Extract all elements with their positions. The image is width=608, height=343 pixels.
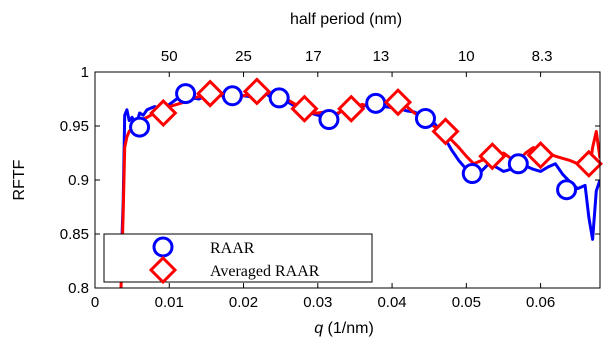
y-tick-label: 0.85	[60, 226, 89, 243]
x-tick-label: 0.02	[229, 294, 258, 311]
data-point-raar	[221, 85, 243, 107]
legend-label-averaged-raar: Averaged RAAR	[210, 263, 320, 280]
legend-label-raar: RAAR	[210, 240, 255, 257]
data-point-averaged-raar	[478, 142, 507, 171]
data-point-raar	[129, 116, 151, 138]
top-tick-label: 13	[373, 48, 390, 65]
data-point-raar	[175, 83, 197, 105]
data-point-averaged-raar	[242, 77, 272, 106]
data-point-averaged-raar	[574, 149, 603, 178]
legend-box	[103, 233, 373, 283]
legend: RAAR Averaged RAAR	[103, 233, 373, 285]
top-tick-label: 10	[458, 48, 475, 65]
y-axis: 0.8 0.85 0.9 0.95 1	[60, 64, 600, 297]
top-tick-label: 17	[305, 48, 322, 65]
x-tick-label: 0.06	[526, 294, 555, 311]
x-tick-label: 0.03	[303, 294, 332, 311]
data-point-averaged-raar	[383, 88, 413, 117]
x-axis-symbol: q	[314, 320, 323, 337]
x-tick-label: 0.01	[155, 294, 184, 311]
x-tick-label: 0	[91, 294, 99, 311]
x-axis-unit: (1/nm)	[323, 320, 374, 337]
x-tick-label: 0.04	[377, 294, 406, 311]
y-tick-label: 0.95	[60, 118, 89, 135]
data-point-raar	[268, 87, 290, 109]
x-tick-label: 0.05	[452, 294, 481, 311]
legend-marker-raar	[152, 236, 174, 258]
data-point-raar	[556, 179, 578, 201]
y-tick-label: 1	[81, 64, 89, 81]
data-point-averaged-raar	[431, 117, 460, 146]
data-point-averaged-raar	[195, 79, 225, 108]
data-point-raar	[414, 107, 436, 129]
top-tick-label: 50	[161, 48, 178, 65]
legend-marker-averaged-raar	[148, 255, 178, 285]
data-point-raar	[365, 92, 387, 114]
y-tick-label: 0.8	[68, 280, 89, 297]
top-tick-label: 8.3	[532, 48, 553, 65]
data-point-averaged-raar	[149, 98, 178, 128]
data-point-raar	[461, 163, 483, 185]
top-axis: 50 25 17 13 10 8.3	[161, 48, 553, 65]
y-axis-title: RFTF	[11, 159, 28, 200]
y-tick-label: 0.9	[68, 172, 89, 189]
data-point-averaged-raar	[337, 94, 366, 123]
data-point-raar	[507, 153, 529, 175]
data-point-raar	[318, 109, 340, 131]
data-point-averaged-raar	[290, 94, 319, 123]
top-axis-title: half period (nm)	[290, 11, 402, 28]
top-tick-label: 25	[235, 48, 252, 65]
x-axis: 0 0.01 0.02 0.03 0.04 0.05 0.06	[91, 72, 555, 311]
data-point-averaged-raar	[526, 141, 555, 170]
x-axis-title: q (1/nm)	[314, 320, 374, 337]
